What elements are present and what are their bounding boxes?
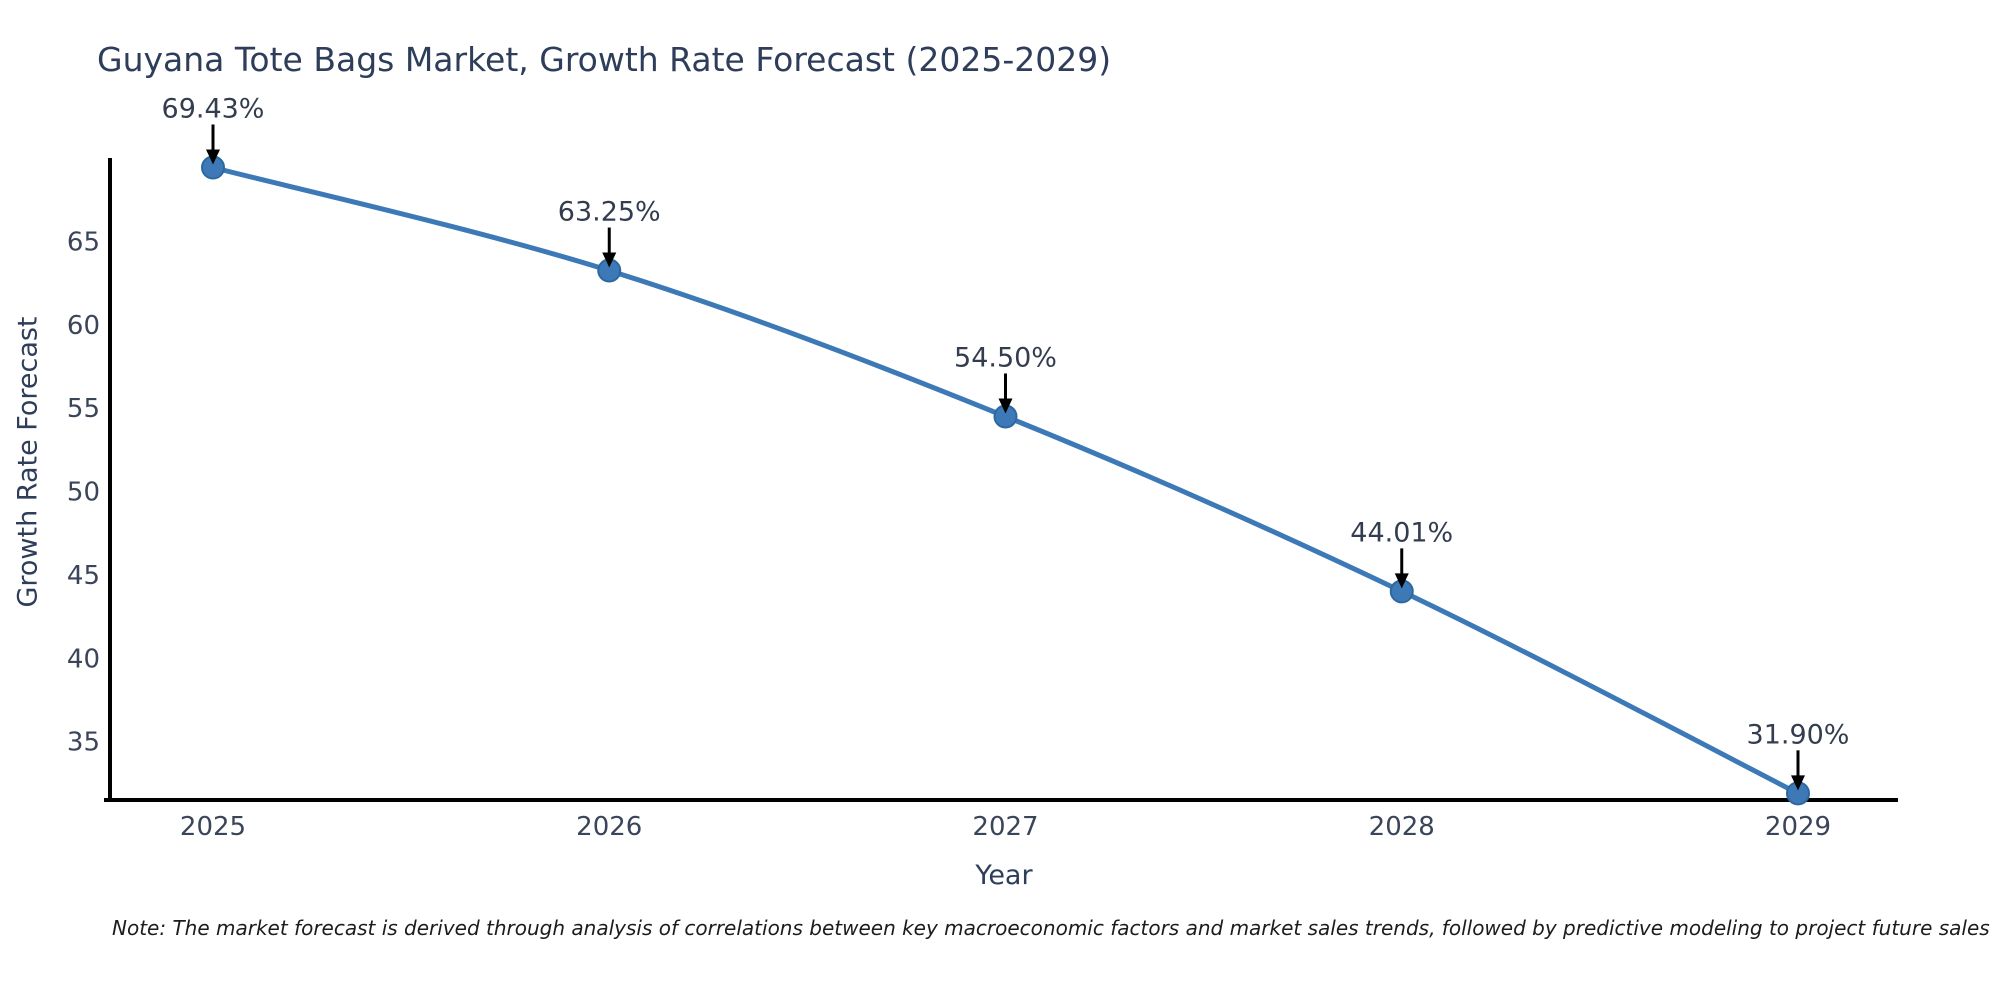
data-point-label: 31.90%	[1747, 719, 1850, 750]
footnote: Note: The market forecast is derived thr…	[112, 916, 1990, 940]
data-point-label: 69.43%	[162, 94, 265, 125]
y-axis-title: Growth Rate Forecast	[12, 316, 44, 608]
y-tick-label: 40	[67, 644, 100, 674]
y-tick-label: 60	[67, 311, 100, 341]
y-tick-label: 35	[67, 728, 100, 758]
annotation-arrow-head	[1394, 573, 1409, 589]
annotation-arrow-head	[1791, 775, 1805, 791]
data-point-label: 44.01%	[1350, 517, 1453, 548]
x-tick-label: 2025	[180, 812, 246, 842]
x-tick-label: 2027	[972, 812, 1038, 842]
x-tick-label: 2026	[576, 812, 642, 842]
x-tick-label: 2028	[1369, 812, 1435, 842]
x-axis-title: Year	[975, 860, 1033, 891]
data-point-label: 63.25%	[558, 197, 661, 228]
annotation-arrow-head	[602, 252, 617, 268]
y-tick-label: 55	[67, 394, 100, 424]
y-tick-label: 45	[67, 561, 100, 591]
annotation-arrow-head	[206, 149, 220, 165]
y-tick-label: 50	[67, 478, 100, 508]
x-tick-label: 2029	[1765, 812, 1831, 842]
y-tick-label: 65	[67, 227, 100, 257]
chart-title: Guyana Tote Bags Market, Growth Rate For…	[97, 40, 1112, 79]
annotation-arrow-head	[998, 398, 1013, 414]
line-series	[210, 165, 1801, 796]
data-point-label: 54.50%	[954, 342, 1057, 373]
